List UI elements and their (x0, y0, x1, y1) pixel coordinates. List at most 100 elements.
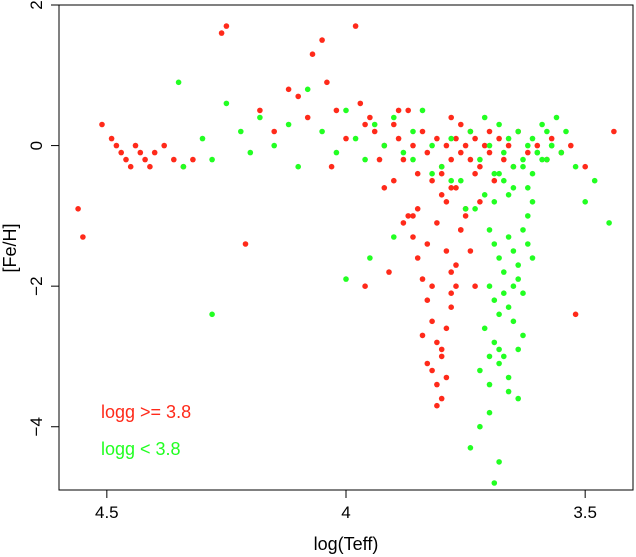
data-point (438, 192, 445, 198)
data-point (333, 107, 340, 114)
data-point (443, 325, 450, 332)
data-point (501, 177, 507, 184)
data-point (367, 114, 373, 121)
data-point (486, 149, 493, 156)
data-point (410, 128, 416, 135)
series-logg-high (75, 23, 617, 409)
data-point (510, 163, 517, 170)
data-point (582, 163, 588, 170)
data-point (467, 445, 474, 451)
data-point (544, 128, 550, 135)
data-point (343, 276, 349, 282)
data-point (438, 346, 445, 353)
data-point (458, 121, 464, 128)
data-point (434, 220, 440, 226)
data-point (458, 227, 464, 233)
data-point (438, 170, 445, 177)
data-point (362, 156, 368, 163)
data-point (529, 255, 536, 261)
data-point (606, 220, 612, 226)
data-point (295, 163, 302, 170)
data-point (362, 283, 368, 290)
data-point (304, 86, 311, 93)
data-point (529, 199, 536, 205)
data-point (443, 374, 450, 381)
data-point (324, 79, 330, 86)
data-point (429, 283, 435, 290)
data-point (410, 213, 416, 219)
data-point (410, 156, 416, 163)
data-point (486, 142, 493, 149)
x-tick-label: 4.5 (95, 503, 119, 522)
data-point (209, 156, 215, 163)
x-tick-label: 4 (341, 503, 350, 522)
x-axis: 4.5 4 3.5 (95, 490, 597, 522)
data-point (127, 163, 134, 170)
data-point (505, 304, 512, 311)
data-point (400, 149, 407, 156)
data-point (520, 290, 526, 297)
data-point (434, 381, 440, 388)
data-point (486, 353, 493, 360)
data-point (477, 156, 483, 163)
data-point (142, 156, 148, 163)
data-point (491, 170, 498, 177)
data-point (496, 346, 502, 353)
data-point (443, 199, 450, 205)
data-point (381, 185, 388, 191)
data-point (438, 163, 445, 170)
data-point (405, 213, 412, 219)
data-point (367, 255, 373, 261)
data-point (304, 114, 311, 121)
data-point (190, 156, 196, 163)
data-point (529, 135, 536, 142)
data-point (434, 135, 440, 142)
data-point (414, 206, 421, 212)
data-point (491, 199, 498, 205)
data-point (486, 227, 493, 233)
data-point (371, 128, 378, 135)
data-point (525, 142, 531, 149)
y-axis-label: [Fe/H] (0, 223, 20, 272)
series-layer (75, 23, 617, 486)
data-point (395, 135, 402, 142)
data-point (448, 156, 455, 163)
data-point (137, 149, 144, 156)
data-point (529, 170, 536, 177)
y-tick-label: −2 (27, 276, 46, 295)
data-point (491, 297, 498, 304)
y-tick-label: −4 (27, 417, 46, 436)
data-point (99, 121, 105, 128)
data-point (501, 149, 507, 156)
data-point (525, 185, 531, 191)
data-point (505, 135, 512, 142)
data-point (429, 367, 435, 374)
data-point (419, 332, 426, 339)
data-point (343, 107, 349, 114)
data-point (161, 142, 167, 149)
data-point (223, 23, 230, 29)
data-point (391, 114, 397, 121)
data-point (458, 149, 464, 156)
data-point (371, 121, 378, 128)
data-point (510, 185, 517, 191)
data-point (209, 311, 215, 318)
data-point (496, 170, 502, 177)
data-point (400, 156, 407, 163)
data-point (510, 318, 517, 325)
data-point (448, 135, 455, 142)
data-point (462, 206, 469, 212)
data-point (333, 149, 340, 156)
data-point (328, 163, 335, 170)
data-point (405, 107, 412, 114)
data-point (467, 128, 474, 135)
data-point (520, 332, 526, 339)
data-point (319, 37, 325, 43)
data-point (386, 269, 392, 275)
data-point (238, 128, 244, 135)
data-point (501, 353, 507, 360)
data-point (520, 156, 526, 163)
data-point (505, 142, 512, 149)
data-point (434, 339, 440, 346)
data-point (505, 234, 512, 240)
